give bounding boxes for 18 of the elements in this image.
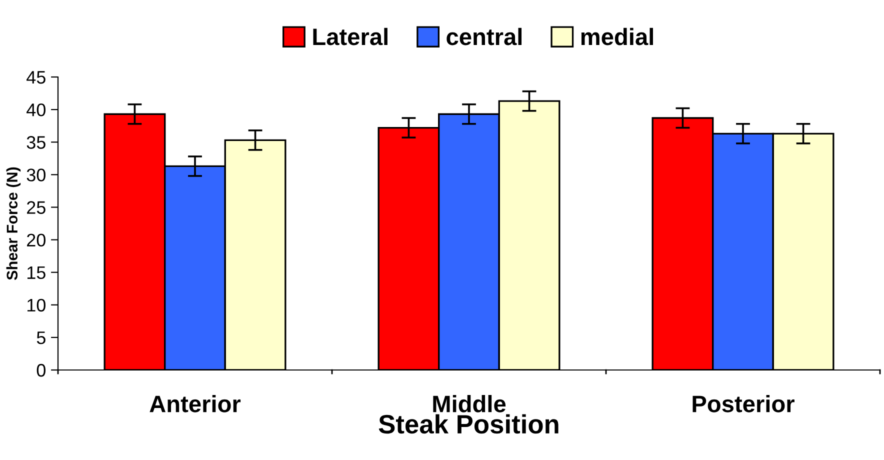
- y-tick-label: 0: [36, 364, 46, 377]
- x-tick-label: Middle: [433, 395, 506, 412]
- x-tick-label: Posterior: [692, 395, 794, 412]
- y-tick-label: 35: [26, 136, 46, 149]
- y-tick-label: 5: [36, 332, 46, 344]
- y-axis-title: Shear Force (N): [6, 167, 21, 280]
- y-tick-label: 10: [27, 298, 46, 312]
- y-tick-label: 45: [26, 71, 46, 84]
- legend-label: Lateral: [313, 28, 388, 46]
- x-axis-title: Steak Position: [378, 414, 558, 434]
- legend-label: medial: [581, 28, 653, 46]
- y-tick-label: 25: [27, 201, 46, 214]
- y-tick-label: 30: [26, 168, 46, 182]
- y-tick-label: 20: [27, 234, 46, 246]
- x-tick-label: Anterior: [150, 395, 241, 412]
- y-tick-label: 15: [27, 266, 46, 280]
- legend-label: central: [446, 28, 522, 46]
- y-tick-label: 40: [26, 103, 46, 116]
